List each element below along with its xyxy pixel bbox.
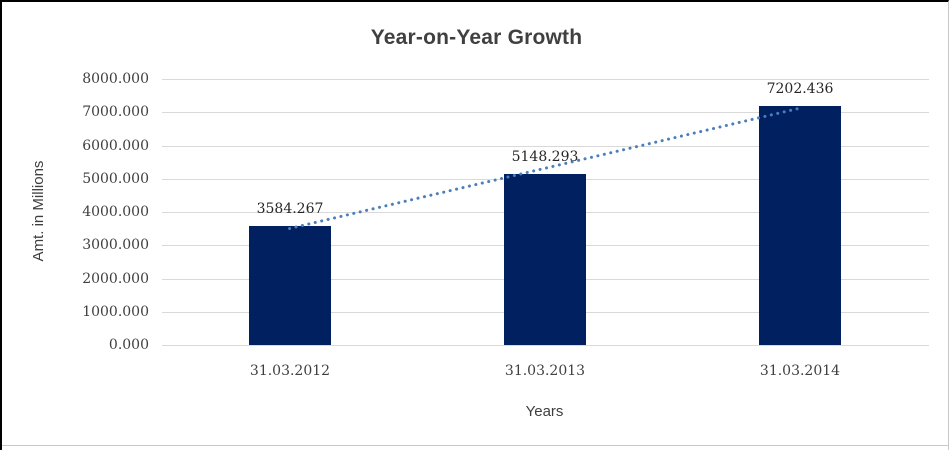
x-category-label: 31.03.2014 xyxy=(759,363,841,379)
y-tick-label: 6000.000 xyxy=(82,138,149,154)
bar-31.03.2013 xyxy=(504,174,586,345)
y-tick-label: 4000.000 xyxy=(82,204,149,220)
x-category-label: 31.03.2013 xyxy=(504,363,586,379)
data-label: 5148.293 xyxy=(511,149,579,165)
x-category-label: 31.03.2012 xyxy=(249,363,331,379)
data-label: 7202.436 xyxy=(766,81,834,97)
y-gridline xyxy=(162,79,929,80)
y-tick-label: 3000.000 xyxy=(82,237,149,253)
y-tick-label: 5000.000 xyxy=(82,171,149,187)
x-axis-title: Years xyxy=(525,403,564,420)
y-tick-label: 7000.000 xyxy=(82,104,149,120)
frame-bottom-border xyxy=(2,445,948,446)
y-tick-label: 2000.000 xyxy=(82,271,149,287)
y-axis-title: Amt. in Millions xyxy=(30,160,47,262)
y-tick-label: 8000.000 xyxy=(82,71,149,87)
bar-31.03.2014 xyxy=(759,106,841,345)
y-gridline xyxy=(162,345,929,346)
y-tick-label: 0.000 xyxy=(108,337,149,353)
y-tick-label: 1000.000 xyxy=(82,304,149,320)
chart-title: Year-on-Year Growth xyxy=(370,26,583,49)
data-label: 3584.267 xyxy=(256,201,324,217)
bar-31.03.2012 xyxy=(249,226,331,345)
